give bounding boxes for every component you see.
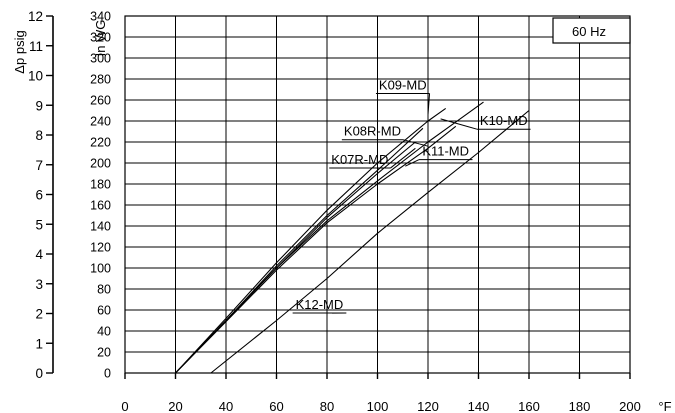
left-tick-label: 11 bbox=[29, 39, 43, 54]
series-line-k12-md bbox=[210, 110, 530, 374]
series-line-k09-md bbox=[175, 107, 447, 374]
x-tick-label: 200 bbox=[619, 399, 641, 413]
series-label-k07r-md: K07R-MD bbox=[331, 152, 388, 167]
right-axis-ticks: 0 20 40 60 80 100 120 140 160 180 200 220 240 260 280 3… bbox=[90, 10, 111, 381]
x-tick-label: 80 bbox=[320, 399, 334, 413]
left-tick-label: 2 bbox=[35, 307, 43, 322]
series-label-leader bbox=[405, 159, 420, 167]
right-tick-label: 80 bbox=[97, 283, 111, 297]
series-label-k11-md: K11-MD bbox=[422, 144, 469, 159]
right-tick-label: 160 bbox=[90, 199, 111, 213]
series-label-leader bbox=[390, 147, 416, 169]
x-tick-label: 60 bbox=[269, 399, 283, 413]
left-tick-label: 5 bbox=[35, 217, 43, 232]
x-tick-label: 40 bbox=[219, 399, 233, 413]
right-tick-label: 260 bbox=[90, 94, 111, 108]
series-line-k11-md bbox=[175, 125, 457, 374]
right-tick-label: 100 bbox=[90, 262, 111, 276]
right-tick-label: 180 bbox=[90, 178, 111, 192]
series-label-leader bbox=[440, 118, 478, 130]
right-tick-label: 320 bbox=[90, 31, 111, 45]
grid bbox=[124, 15, 631, 374]
series-line-k07r-md bbox=[175, 141, 416, 374]
right-tick-label: 60 bbox=[97, 304, 111, 318]
left-tick-label: 7 bbox=[35, 158, 43, 173]
right-tick-label: 0 bbox=[104, 367, 111, 381]
right-tick-label: 240 bbox=[90, 115, 111, 129]
series-label-k09-md: K09-MD bbox=[379, 78, 427, 93]
series-labels: K09-MD K08R-MD K07R-MD K10-MD K11-MD K12-MD bbox=[292, 78, 531, 314]
right-tick-label: 280 bbox=[90, 73, 111, 87]
left-axis-label: Δp psig bbox=[12, 30, 27, 73]
series-label-leader bbox=[427, 93, 431, 115]
x-axis-ticks: 0 20 40 60 80 100 120 140 160 180 200 bbox=[121, 373, 641, 413]
right-tick-label: 140 bbox=[90, 220, 111, 234]
series-label-leader bbox=[402, 139, 429, 147]
series-line-k10-md bbox=[175, 101, 484, 374]
right-tick-label: 300 bbox=[90, 52, 111, 66]
left-tick-label: 0 bbox=[35, 366, 43, 381]
series-label-k10-md: K10-MD bbox=[480, 113, 528, 128]
left-tick-label: 6 bbox=[35, 188, 43, 203]
x-tick-label: 120 bbox=[417, 399, 439, 413]
left-tick-label: 12 bbox=[28, 9, 43, 24]
right-tick-label: 220 bbox=[90, 136, 111, 150]
right-axis-label: In WG bbox=[93, 20, 108, 57]
series-label-k08r-md: K08R-MD bbox=[344, 124, 401, 139]
right-tick-label: 340 bbox=[90, 10, 111, 24]
x-tick-label: 140 bbox=[468, 399, 490, 413]
x-tick-label: 180 bbox=[569, 399, 591, 413]
left-tick-label: 9 bbox=[35, 98, 43, 113]
series bbox=[175, 101, 530, 374]
series-label-k12-md: K12-MD bbox=[296, 297, 344, 312]
hz-badge-box bbox=[552, 17, 631, 44]
left-tick-label: 3 bbox=[35, 277, 43, 292]
right-tick-label: 200 bbox=[90, 157, 111, 171]
right-tick-label: 40 bbox=[97, 325, 111, 339]
left-tick-label: 1 bbox=[35, 336, 43, 351]
left-tick-label: 8 bbox=[35, 128, 43, 143]
right-tick-label: 20 bbox=[97, 346, 111, 360]
x-axis-unit: °F bbox=[658, 399, 671, 413]
x-tick-label: 160 bbox=[518, 399, 540, 413]
x-tick-label: 20 bbox=[168, 399, 182, 413]
left-tick-label: 10 bbox=[28, 69, 43, 84]
x-tick-label: 100 bbox=[367, 399, 389, 413]
left-tick-label: 4 bbox=[35, 247, 43, 262]
x-tick-label: 0 bbox=[121, 399, 128, 413]
hz-badge: 60 Hz bbox=[572, 24, 606, 39]
right-tick-label: 120 bbox=[90, 241, 111, 255]
